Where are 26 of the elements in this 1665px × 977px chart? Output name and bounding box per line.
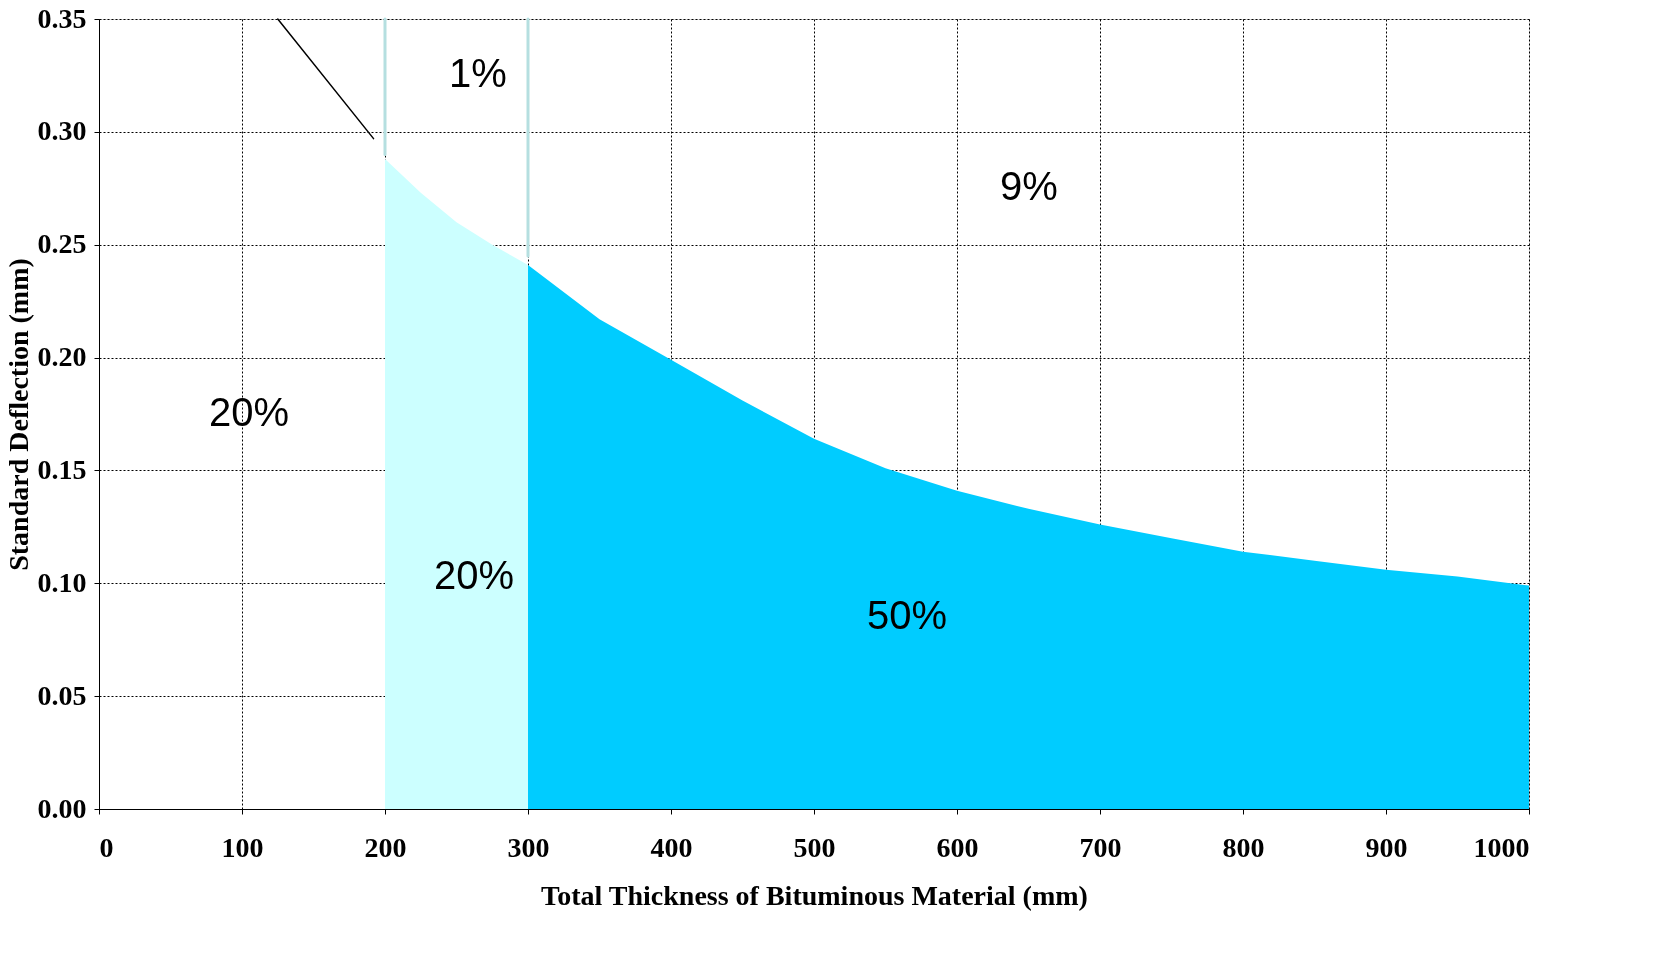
- y-tick-label: 0.10: [37, 566, 87, 598]
- x-tick-label: 900: [1365, 831, 1408, 863]
- x-axis-title: Total Thickness of Bituminous Material (mm): [541, 879, 1088, 911]
- annotation: 1%: [449, 51, 507, 95]
- y-tick-label: 0.00: [37, 792, 87, 824]
- y-axis-title: Standard Deflection (mm): [2, 258, 34, 571]
- y-tick-label: 0.30: [37, 115, 87, 147]
- y-tick-label: 0.35: [37, 2, 87, 34]
- x-tick-label: 100: [221, 831, 264, 863]
- annotation: 20%: [208, 390, 290, 434]
- x-tick-label: 200: [364, 831, 407, 863]
- x-tick-label: 700: [1079, 831, 1122, 863]
- y-tick-label: 0.15: [37, 453, 87, 485]
- x-tick-label: 300: [507, 831, 550, 863]
- x-tick-label: 600: [936, 831, 979, 863]
- x-tick-label: 1000: [1473, 831, 1530, 863]
- annotation: 50%: [866, 593, 948, 637]
- annotation: 20%: [433, 553, 515, 597]
- x-tick-label: 400: [650, 831, 693, 863]
- y-tick-label: 0.20: [37, 341, 87, 373]
- y-tick-label: 0.25: [37, 228, 87, 260]
- x-tick-label: 800: [1222, 831, 1265, 863]
- y-tick-label: 0.05: [37, 679, 87, 711]
- x-tick-label: 0: [99, 831, 114, 863]
- x-tick-label: 500: [793, 831, 836, 863]
- annotation: 9%: [1000, 164, 1058, 208]
